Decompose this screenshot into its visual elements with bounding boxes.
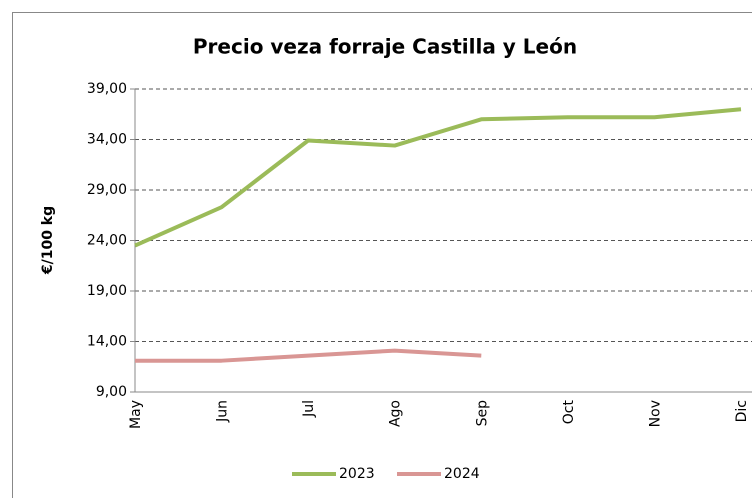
x-tick-label: Ago (388, 400, 404, 427)
series-line (134, 107, 742, 248)
x-tick-label: Nov (647, 400, 663, 427)
legend-label: 2024 (444, 466, 480, 482)
y-tick-label: 14,00 (87, 334, 127, 350)
x-tick-label: Jul (301, 400, 317, 418)
x-tick-label: Sep (474, 400, 490, 427)
chart-title: Precio veza forraje Castilla y León (193, 35, 577, 59)
y-tick-label: 29,00 (87, 182, 127, 198)
x-tick-label: Dic (734, 400, 750, 422)
x-tick-label: Jun (215, 400, 231, 423)
y-tick-label: 9,00 (96, 384, 127, 400)
y-tick-label: 34,00 (87, 132, 127, 148)
y-axis-label: €/100 kg (40, 206, 56, 275)
chart-frame (12, 12, 752, 498)
x-tick-label: May (128, 400, 144, 429)
series-line (135, 348, 482, 363)
y-tick-label: 39,00 (87, 81, 127, 97)
y-tick-label: 24,00 (87, 233, 127, 249)
y-tick-label: 19,00 (87, 283, 127, 299)
legend-label: 2023 (339, 466, 375, 482)
x-tick-label: Oct (561, 400, 577, 425)
